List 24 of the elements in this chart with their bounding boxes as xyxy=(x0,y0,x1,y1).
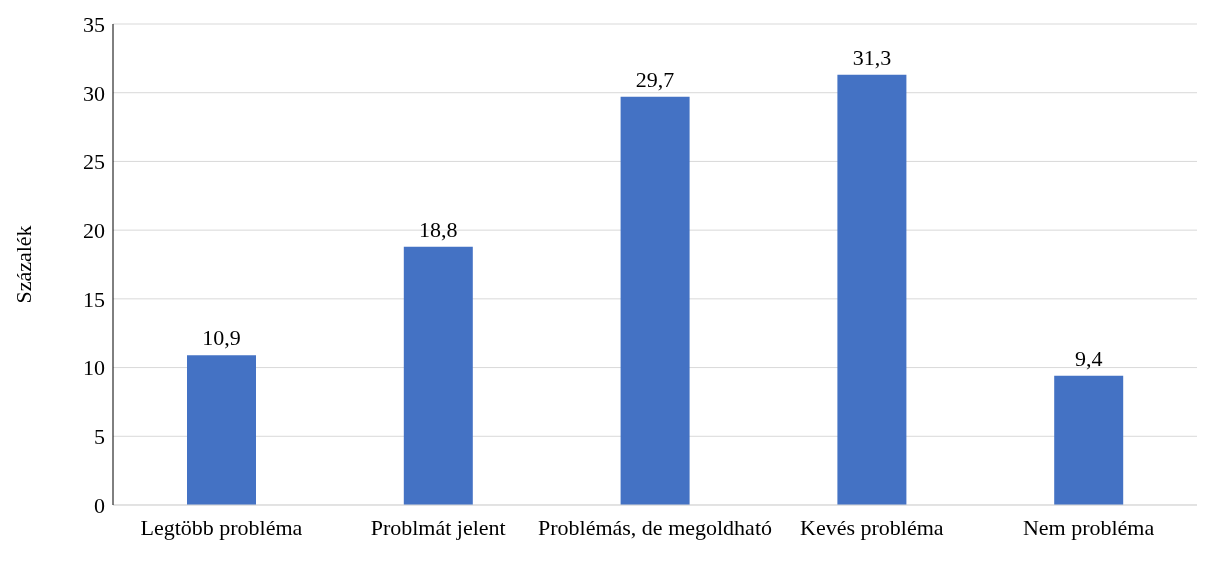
x-tick-label: Legtöbb probléma xyxy=(140,514,303,540)
x-tick-label: Problmát jelent xyxy=(370,514,506,540)
y-tick-label: 15 xyxy=(83,286,105,312)
y-tick-label: 20 xyxy=(83,217,105,243)
y-tick-label: 10 xyxy=(83,355,105,381)
y-tick-label: 30 xyxy=(83,80,105,106)
bar xyxy=(837,74,907,505)
bar xyxy=(403,246,473,505)
data-label: 31,3 xyxy=(852,44,892,70)
data-label: 18,8 xyxy=(419,216,458,242)
x-tick-label: Nem probléma xyxy=(1022,514,1155,540)
bar xyxy=(187,355,256,505)
bar xyxy=(620,96,690,505)
data-label: 10,9 xyxy=(202,325,241,351)
data-label: 9,4 xyxy=(1074,345,1103,371)
data-label: 29,7 xyxy=(635,66,675,92)
y-tick-label: 5 xyxy=(94,424,105,450)
bar xyxy=(1054,375,1124,505)
y-tick-label: 25 xyxy=(83,149,105,175)
y-axis-title: Százalék xyxy=(10,225,36,304)
x-tick-label: Kevés probléma xyxy=(800,514,944,540)
x-tick-label: Problémás, de megoldható xyxy=(537,514,773,540)
y-tick-label: 0 xyxy=(94,492,105,518)
y-tick-label: 35 xyxy=(83,11,105,37)
